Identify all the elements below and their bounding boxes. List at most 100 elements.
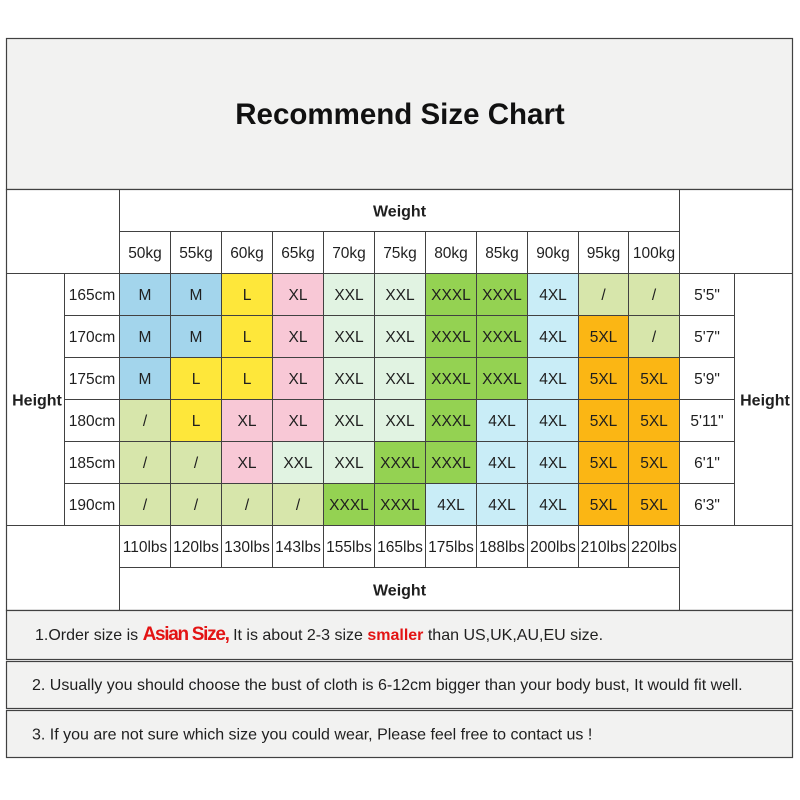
svg-text:/: / xyxy=(652,287,657,304)
svg-text:XXL: XXL xyxy=(385,287,415,304)
svg-text:6'1": 6'1" xyxy=(694,455,720,472)
svg-text:/: / xyxy=(143,497,148,514)
svg-text:65kg: 65kg xyxy=(281,245,315,262)
svg-text:4XL: 4XL xyxy=(539,329,567,346)
svg-text:175lbs: 175lbs xyxy=(428,539,474,556)
svg-text:180cm: 180cm xyxy=(69,413,116,430)
svg-text:143lbs: 143lbs xyxy=(275,539,321,556)
svg-text:L: L xyxy=(243,287,252,304)
svg-text:/: / xyxy=(143,455,148,472)
svg-text:M: M xyxy=(190,329,203,346)
svg-text:/: / xyxy=(194,497,199,514)
svg-text:5'7": 5'7" xyxy=(694,329,720,346)
svg-text:50kg: 50kg xyxy=(128,245,162,262)
svg-text:XXXL: XXXL xyxy=(482,371,522,388)
svg-text:XXL: XXL xyxy=(334,287,364,304)
svg-text:/: / xyxy=(245,497,250,514)
svg-text:188lbs: 188lbs xyxy=(479,539,525,556)
svg-text:/: / xyxy=(601,287,606,304)
svg-text:5XL: 5XL xyxy=(590,497,618,514)
svg-text:5XL: 5XL xyxy=(640,371,668,388)
svg-text:L: L xyxy=(243,371,252,388)
svg-text:XXXL: XXXL xyxy=(380,455,420,472)
svg-text:Height: Height xyxy=(740,393,790,410)
svg-text:XXL: XXL xyxy=(334,371,364,388)
svg-text:5XL: 5XL xyxy=(640,497,668,514)
svg-text:/: / xyxy=(143,413,148,430)
svg-text:170cm: 170cm xyxy=(69,329,116,346)
svg-text:4XL: 4XL xyxy=(539,497,567,514)
svg-text:5'9": 5'9" xyxy=(694,371,720,388)
svg-text:XXL: XXL xyxy=(385,371,415,388)
svg-text:1.Order size is Asian Size, It: 1.Order size is Asian Size, It is about … xyxy=(35,624,603,645)
svg-text:110lbs: 110lbs xyxy=(123,539,168,556)
svg-text:130lbs: 130lbs xyxy=(224,539,270,556)
svg-text:4XL: 4XL xyxy=(488,497,516,514)
svg-text:165cm: 165cm xyxy=(69,287,116,304)
svg-text:XL: XL xyxy=(289,329,308,346)
svg-text:4XL: 4XL xyxy=(539,413,567,430)
svg-text:100kg: 100kg xyxy=(633,245,675,262)
svg-text:XXL: XXL xyxy=(385,413,415,430)
svg-text:M: M xyxy=(139,287,152,304)
svg-text:5XL: 5XL xyxy=(640,455,668,472)
svg-text:90kg: 90kg xyxy=(536,245,570,262)
svg-text:5'5": 5'5" xyxy=(694,287,720,304)
svg-text:2. Usually you should choose t: 2. Usually you should choose the bust of… xyxy=(32,677,743,694)
svg-text:XXXL: XXXL xyxy=(482,287,522,304)
svg-text:XXL: XXL xyxy=(283,455,313,472)
svg-text:L: L xyxy=(192,413,201,430)
svg-text:75kg: 75kg xyxy=(383,245,417,262)
svg-text:Recommend Size Chart: Recommend Size Chart xyxy=(235,98,565,131)
svg-text:L: L xyxy=(243,329,252,346)
svg-text:185cm: 185cm xyxy=(69,455,116,472)
svg-text:5XL: 5XL xyxy=(640,413,668,430)
svg-text:M: M xyxy=(190,287,203,304)
svg-text:M: M xyxy=(139,371,152,388)
svg-text:220lbs: 220lbs xyxy=(631,539,677,556)
svg-text:L: L xyxy=(192,371,201,388)
svg-text:4XL: 4XL xyxy=(539,455,567,472)
svg-text:/: / xyxy=(296,497,301,514)
svg-text:5XL: 5XL xyxy=(590,371,618,388)
svg-text:4XL: 4XL xyxy=(539,287,567,304)
svg-text:XL: XL xyxy=(289,413,308,430)
svg-text:XXL: XXL xyxy=(334,455,364,472)
svg-text:120lbs: 120lbs xyxy=(173,539,219,556)
svg-text:XXXL: XXXL xyxy=(380,497,420,514)
svg-text:5XL: 5XL xyxy=(590,329,618,346)
svg-text:XL: XL xyxy=(289,287,308,304)
svg-text:5XL: 5XL xyxy=(590,413,618,430)
svg-text:200lbs: 200lbs xyxy=(530,539,576,556)
svg-text:XXL: XXL xyxy=(385,329,415,346)
svg-text:5XL: 5XL xyxy=(590,455,618,472)
svg-text:80kg: 80kg xyxy=(434,245,468,262)
svg-text:XL: XL xyxy=(289,371,308,388)
svg-text:190cm: 190cm xyxy=(69,497,116,514)
svg-text:XXXL: XXXL xyxy=(431,329,471,346)
svg-text:XXXL: XXXL xyxy=(431,287,471,304)
svg-text:Height: Height xyxy=(12,393,62,410)
svg-text:4XL: 4XL xyxy=(539,371,567,388)
svg-text:XXL: XXL xyxy=(334,413,364,430)
svg-text:4XL: 4XL xyxy=(488,413,516,430)
svg-text:3. If you are not sure which s: 3. If you are not sure which size you co… xyxy=(32,727,592,744)
svg-text:M: M xyxy=(139,329,152,346)
svg-text:55kg: 55kg xyxy=(179,245,213,262)
svg-text:Weight: Weight xyxy=(373,582,427,599)
svg-text:XXXL: XXXL xyxy=(431,371,471,388)
svg-text:95kg: 95kg xyxy=(587,245,621,262)
svg-text:XXXL: XXXL xyxy=(482,329,522,346)
svg-text:210lbs: 210lbs xyxy=(581,539,627,556)
svg-text:Weight: Weight xyxy=(373,204,427,221)
svg-text:155lbs: 155lbs xyxy=(326,539,372,556)
svg-text:165lbs: 165lbs xyxy=(377,539,423,556)
svg-text:85kg: 85kg xyxy=(485,245,519,262)
svg-text:5'11": 5'11" xyxy=(690,413,723,430)
svg-text:175cm: 175cm xyxy=(69,371,116,388)
svg-text:XXL: XXL xyxy=(334,329,364,346)
svg-text:XXXL: XXXL xyxy=(431,413,471,430)
svg-text:70kg: 70kg xyxy=(332,245,366,262)
svg-text:XL: XL xyxy=(238,455,257,472)
svg-text:4XL: 4XL xyxy=(437,497,465,514)
